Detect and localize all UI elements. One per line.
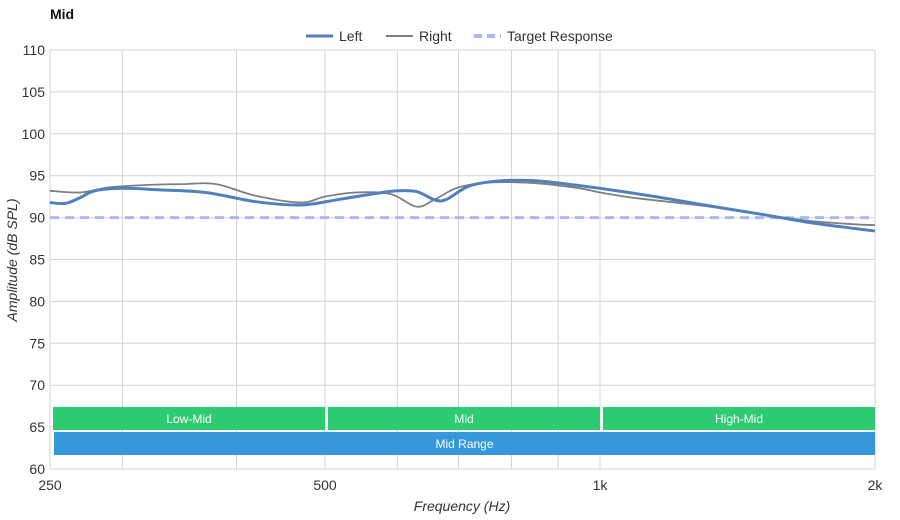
legend-label: Left: [339, 28, 362, 44]
series-left-line: [49, 178, 876, 233]
range-band: [53, 407, 325, 430]
y-axis-label: Amplitude (dB SPL): [4, 199, 20, 323]
series-lines: [49, 178, 876, 233]
y-tick-label: 80: [29, 293, 45, 309]
x-axis-label: Frequency (Hz): [414, 498, 510, 514]
y-tick-label: 105: [22, 84, 46, 100]
y-axis-ticks: 60 65 70 75 80 85 90 95 100 105 110: [22, 42, 46, 477]
y-tick-label: 75: [29, 335, 45, 351]
y-tick-label: 95: [29, 168, 45, 184]
range-band-label: Mid: [454, 412, 473, 426]
y-tick-label: 70: [29, 377, 45, 393]
x-tick-label: 2k: [868, 477, 884, 493]
grid: [49, 49, 876, 470]
range-band-label: Low-Mid: [166, 412, 211, 426]
legend-label: Right: [419, 28, 452, 44]
x-axis-ticks: 250 500 1k 2k: [38, 477, 883, 493]
range-bands: Low-Mid Mid High-Mid Mid Range: [53, 407, 875, 455]
y-tick-label: 90: [29, 210, 45, 226]
x-tick-label: 1k: [593, 477, 609, 493]
range-band: [328, 407, 600, 430]
range-band: [54, 432, 875, 455]
x-tick-label: 500: [313, 477, 337, 493]
y-tick-label: 60: [29, 461, 45, 477]
y-tick-label: 65: [29, 419, 45, 435]
legend-label: Target Response: [507, 28, 613, 44]
y-tick-label: 85: [29, 252, 45, 268]
range-band-label: Mid Range: [435, 437, 493, 451]
x-tick-label: 250: [38, 477, 62, 493]
chart-title: Mid: [50, 6, 74, 22]
y-tick-label: 110: [23, 42, 46, 58]
legend: Left Right Target Response: [306, 28, 613, 44]
range-band: [603, 407, 875, 430]
range-band-label: High-Mid: [715, 412, 763, 426]
y-tick-label: 100: [22, 126, 46, 142]
